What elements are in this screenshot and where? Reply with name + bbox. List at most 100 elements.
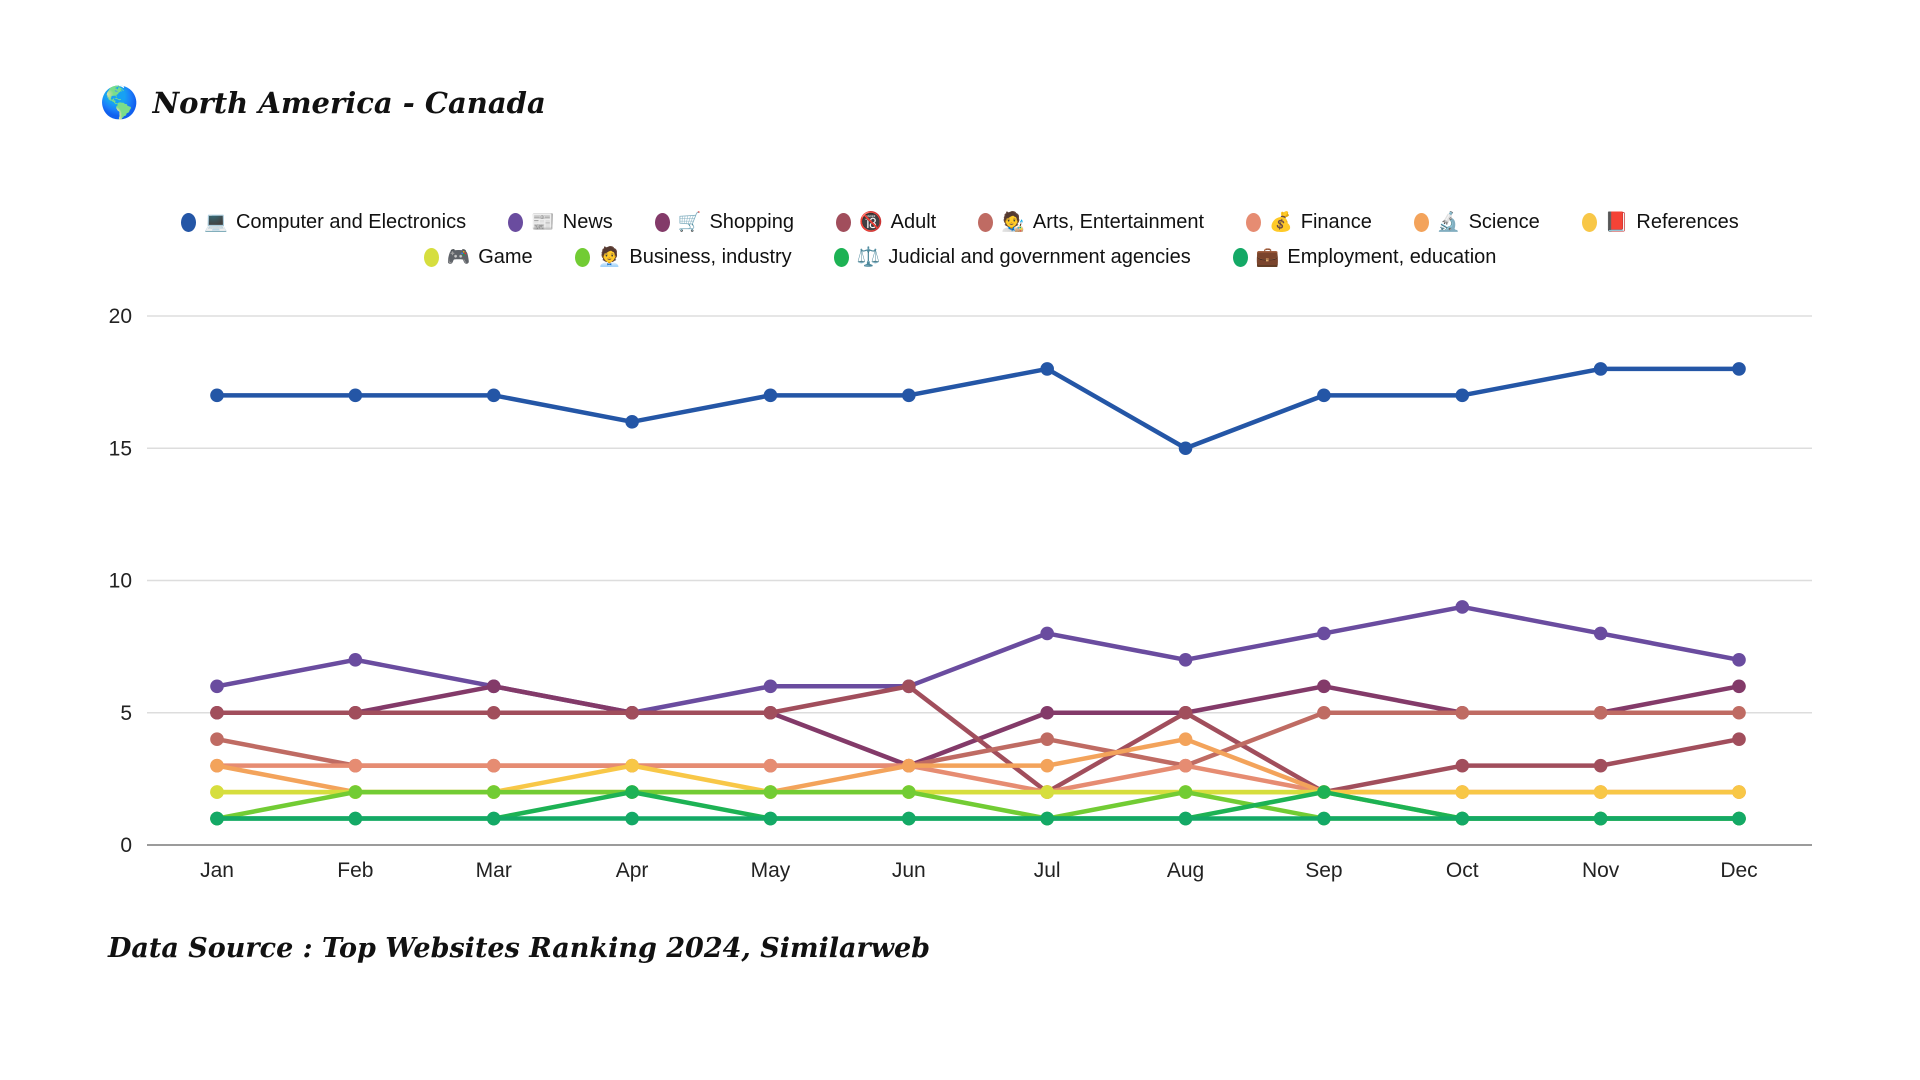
arts-entertainment-icon: 🧑‍🎨	[1001, 211, 1025, 233]
page-title: 🌎 North America - Canada	[100, 84, 546, 121]
data-point-adult-oct	[1455, 758, 1470, 773]
data-point-arts-entertainment-oct	[1455, 705, 1470, 720]
legend-item-finance: 💰 Finance	[1246, 212, 1372, 232]
data-point-employment-education-oct	[1455, 811, 1470, 826]
legend-item-shopping: 🛒 Shopping	[654, 211, 794, 233]
data-point-references-dec	[1732, 785, 1746, 799]
legend-color-dot	[978, 212, 994, 232]
series-news	[210, 600, 1746, 720]
data-point-arts-entertainment-jul	[1040, 732, 1054, 746]
legend-item-references: 📕 References	[1581, 212, 1739, 232]
data-point-news-jan	[210, 679, 224, 694]
x-tick-label-apr: Apr	[616, 859, 649, 882]
data-point-adult-dec	[1732, 732, 1746, 746]
data-point-science-jan	[210, 758, 224, 773]
judicial-and-government-agencies-icon: ⚖️	[856, 246, 881, 268]
x-tick-label-jul: Jul	[1034, 859, 1061, 882]
legend-color-dot	[1246, 212, 1262, 232]
legend-item-judicial-and-government-agencies: ⚖️ Judicial and government agencies	[833, 246, 1191, 268]
data-point-adult-jan	[210, 705, 224, 720]
data-point-science-jun	[902, 758, 916, 773]
legend-color-dot	[654, 212, 670, 232]
legend-label: Science	[1468, 211, 1540, 233]
legend-label: Shopping	[709, 211, 794, 233]
x-tick-label-sep: Sep	[1305, 859, 1342, 882]
data-point-computer-and-electronics-aug	[1178, 441, 1193, 456]
data-point-employment-education-apr	[625, 811, 639, 826]
data-point-business-industry-may	[763, 785, 778, 799]
data-point-finance-feb	[348, 758, 363, 773]
series-line	[214, 366, 1742, 451]
data-point-adult-jun	[902, 679, 916, 694]
data-point-arts-entertainment-nov	[1593, 705, 1608, 720]
data-point-adult-feb	[348, 705, 363, 720]
series-employment-education	[210, 811, 1746, 826]
legend-row: 💻 Computer and Electronics 📰 News 🛒 Shopping 🔞…	[0, 212, 1920, 232]
employment-education-icon: 💼	[1255, 246, 1280, 268]
data-point-business-industry-mar	[486, 785, 501, 799]
legend-color-dot	[181, 212, 197, 232]
x-tick-label-may: May	[751, 859, 791, 882]
data-point-computer-and-electronics-oct	[1455, 388, 1470, 403]
legend-label: Employment, education	[1287, 246, 1497, 268]
legend-row: 🎮 Game 🧑‍💼 Business, industry ⚖️ Judicial and…	[0, 247, 1920, 267]
data-point-shopping-sep	[1317, 679, 1331, 694]
x-tick-label-aug: Aug	[1167, 859, 1204, 882]
data-point-employment-education-jun	[902, 811, 916, 826]
legend-color-dot	[833, 247, 849, 267]
data-point-news-nov	[1593, 626, 1608, 641]
y-tick-label-15: 15	[109, 437, 132, 460]
y-tick-label-20: 20	[109, 305, 132, 328]
data-point-computer-and-electronics-sep	[1317, 388, 1331, 403]
series-line	[214, 789, 1742, 821]
data-point-computer-and-electronics-jun	[902, 388, 916, 403]
data-point-shopping-jul	[1040, 705, 1054, 720]
data-point-employment-education-dec	[1732, 811, 1746, 826]
x-tick-label-mar: Mar	[476, 859, 512, 882]
data-point-business-industry-feb	[348, 785, 363, 799]
legend-item-business-industry: 🧑‍💼 Business, industry	[574, 246, 792, 268]
legend-color-dot	[508, 212, 524, 232]
data-point-news-jul	[1040, 626, 1054, 641]
data-source-note: Data Source : Top Websites Ranking 2024,…	[108, 933, 931, 964]
data-point-adult-may	[763, 705, 778, 720]
legend-item-arts-entertainment: 🧑‍🎨 Arts, Entertainment	[978, 212, 1204, 232]
legend-label: Computer and Electronics	[235, 211, 467, 233]
legend-label: Finance	[1300, 211, 1372, 233]
y-tick-label-5: 5	[120, 702, 132, 725]
data-point-arts-entertainment-sep	[1317, 705, 1331, 720]
data-point-employment-education-jul	[1040, 811, 1054, 826]
adult-icon: 🔞	[858, 211, 883, 233]
legend-item-employment-education: 💼 Employment, education	[1232, 246, 1497, 268]
x-tick-label-oct: Oct	[1446, 859, 1479, 882]
data-point-finance-aug	[1178, 758, 1193, 773]
data-point-computer-and-electronics-nov	[1593, 362, 1608, 376]
data-point-business-industry-aug	[1178, 785, 1193, 799]
series-computer-and-electronics	[210, 362, 1746, 456]
legend-color-dot	[1232, 247, 1248, 267]
legend-label: Judicial and government agencies	[888, 246, 1191, 268]
data-point-game-jul	[1040, 785, 1054, 799]
finance-icon: 💰	[1269, 211, 1293, 233]
legend-item-computer-and-electronics: 💻 Computer and Electronics	[181, 212, 466, 232]
data-point-judicial-and-government-agencies-sep	[1317, 785, 1331, 799]
data-point-shopping-mar	[486, 679, 501, 694]
computer-and-electronics-icon: 💻	[204, 211, 228, 233]
data-point-adult-aug	[1178, 705, 1193, 720]
data-point-news-aug	[1178, 653, 1193, 667]
x-tick-label-dec: Dec	[1720, 859, 1757, 882]
series-line	[214, 604, 1742, 715]
data-point-employment-education-mar	[486, 811, 501, 826]
data-point-references-apr	[625, 758, 639, 773]
legend-item-adult: 🔞 Adult	[835, 211, 936, 233]
data-point-computer-and-electronics-feb	[348, 388, 363, 403]
legend-item-game: 🎮 Game	[423, 247, 533, 267]
data-point-news-may	[763, 679, 778, 694]
business-industry-icon: 🧑‍💼	[597, 246, 622, 268]
chart-legend: 💻 Computer and Electronics 📰 News 🛒 Shopping 🔞…	[0, 212, 1920, 267]
data-point-computer-and-electronics-mar	[486, 388, 501, 403]
data-point-game-jan	[210, 785, 224, 799]
data-point-arts-entertainment-dec	[1732, 705, 1746, 720]
data-point-employment-education-aug	[1178, 811, 1193, 826]
